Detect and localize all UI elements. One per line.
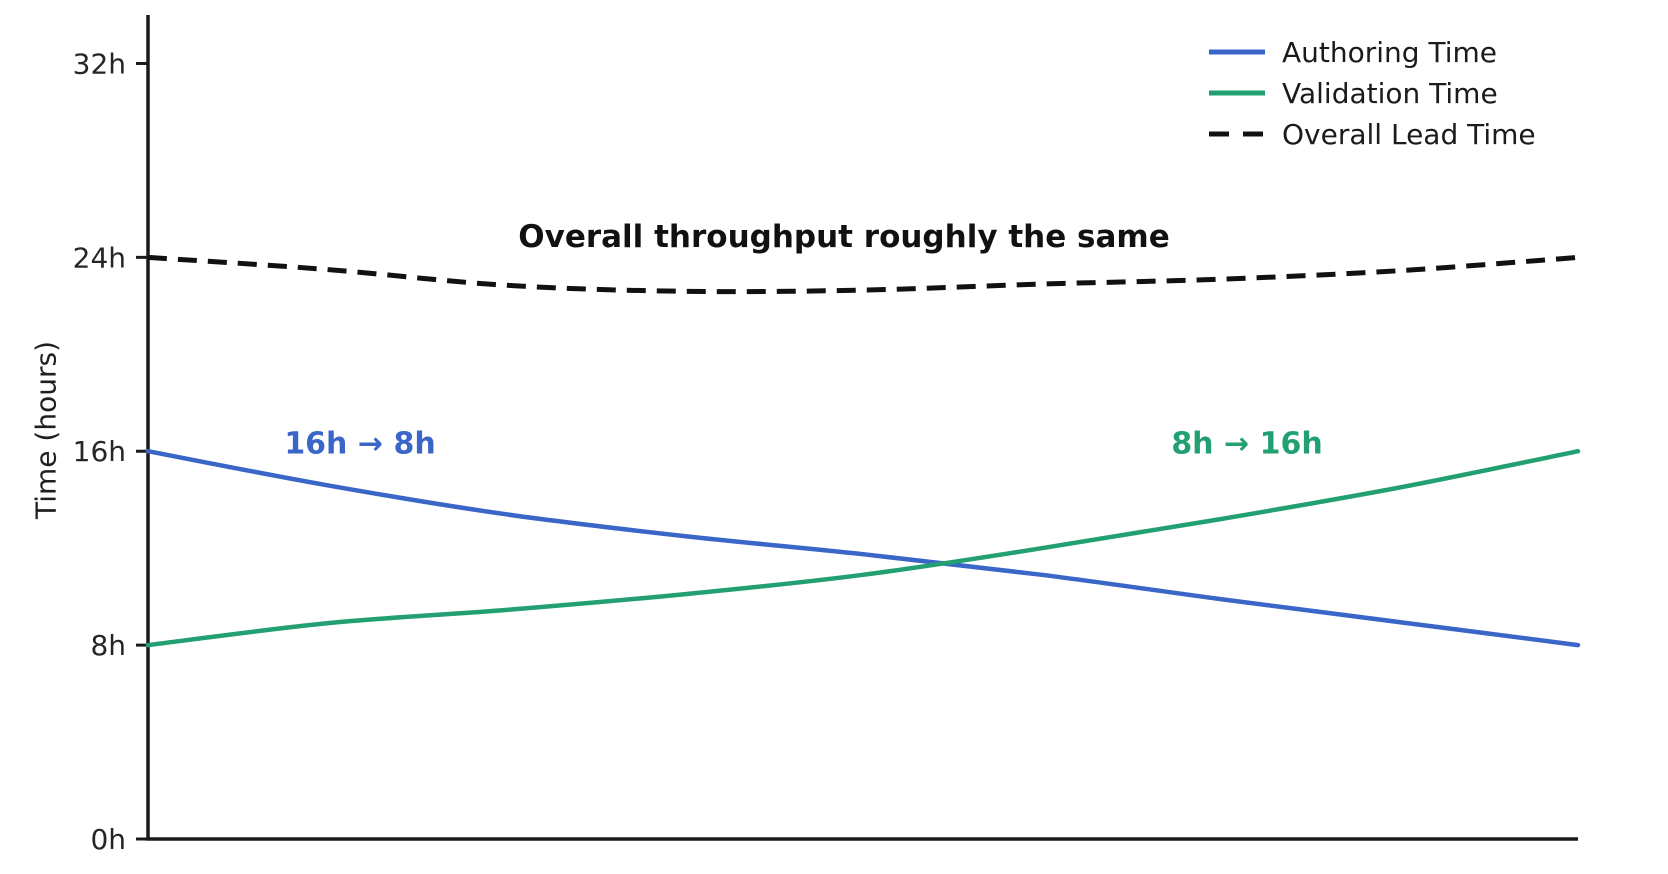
legend-item-overall: Overall Lead Time xyxy=(1208,117,1536,151)
annotation-validation-8h-to-16h: 8h → 16h xyxy=(1171,426,1323,462)
y-axis-ticks: 0h 8h 16h 24h 32h xyxy=(73,47,148,856)
legend-line-overall-icon xyxy=(1209,131,1265,137)
annotation-authoring-16h-to-8h: 16h → 8h xyxy=(284,426,436,462)
y-tick-label: 24h xyxy=(73,241,126,274)
y-tick-label: 32h xyxy=(73,47,126,80)
series-line-overall-lead-time xyxy=(147,254,1579,295)
legend-item-authoring: Authoring Time xyxy=(1208,35,1536,69)
legend: Authoring Time Validation Time Overall L… xyxy=(1208,35,1536,151)
legend-item-validation: Validation Time xyxy=(1208,76,1536,110)
y-tick-label: 16h xyxy=(73,435,126,468)
series-line-authoring-time xyxy=(145,448,1581,648)
legend-label-overall: Overall Lead Time xyxy=(1282,117,1536,151)
data-series-lines xyxy=(145,254,1581,648)
legend-line-authoring-icon xyxy=(1209,49,1265,55)
series-line-validation-time xyxy=(145,448,1581,648)
y-tick-label: 8h xyxy=(90,629,126,662)
legend-label-validation: Validation Time xyxy=(1282,76,1498,110)
legend-line-validation-icon xyxy=(1209,90,1265,96)
y-tick-label: 0h xyxy=(90,823,126,856)
legend-label-authoring: Authoring Time xyxy=(1282,35,1497,69)
y-axis-label: Time (hours) xyxy=(29,341,63,519)
annotation-overall-throughput: Overall throughput roughly the same xyxy=(518,219,1170,255)
